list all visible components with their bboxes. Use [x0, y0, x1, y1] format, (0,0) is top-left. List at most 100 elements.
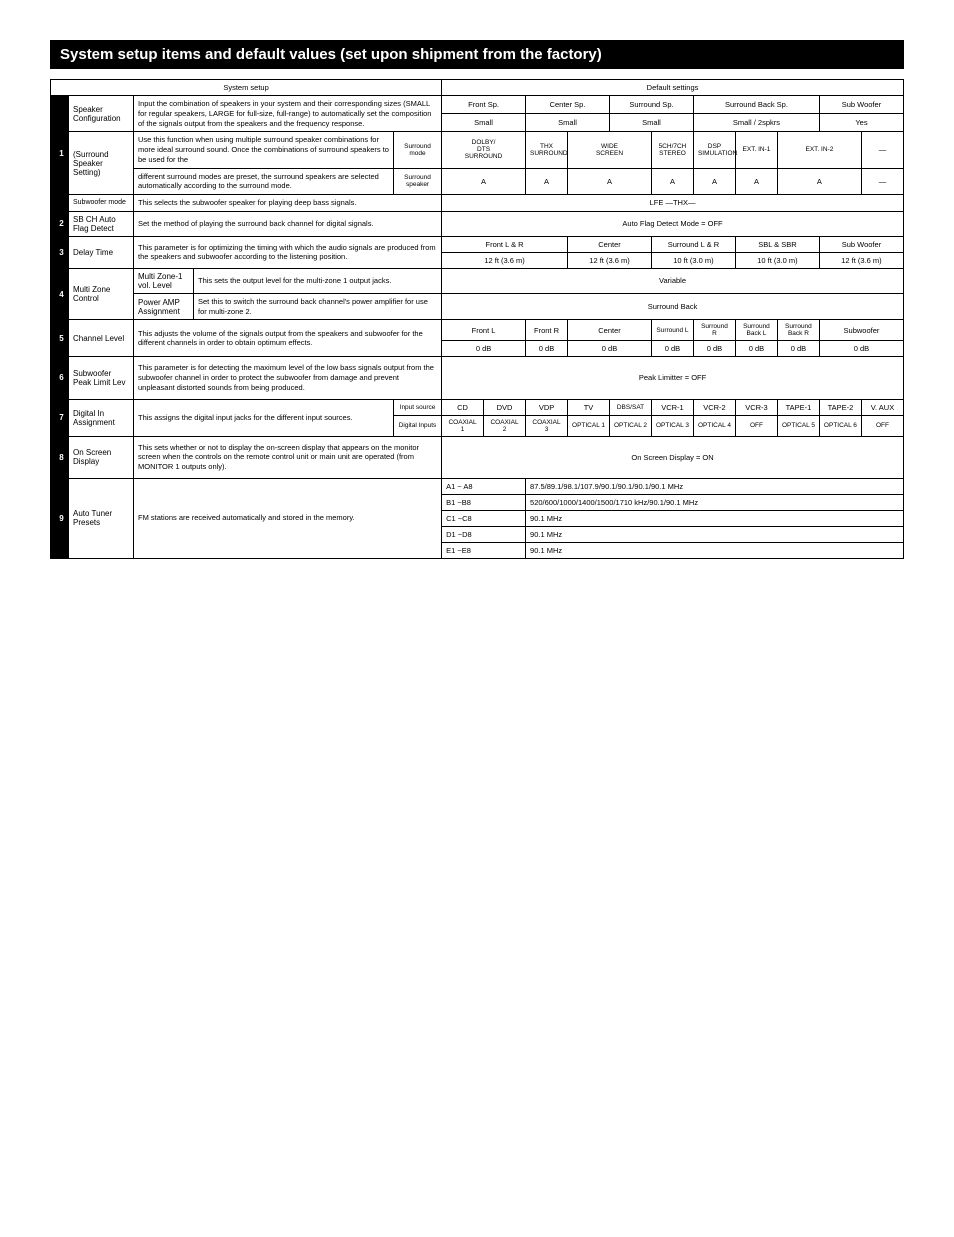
- r6-desc: This parameter is for detecting the maxi…: [134, 357, 442, 399]
- row-num-1: 1: [51, 96, 69, 212]
- header-system: System setup: [51, 80, 442, 96]
- r7-h8: TAPE-1: [777, 399, 819, 415]
- r1s-h1: DOLBY/ DTS SURROUND: [442, 132, 526, 168]
- r7-h4: DBS/SAT: [610, 399, 652, 415]
- r7-v2: COAXIAL 3: [526, 415, 568, 436]
- r1s-a2: A: [526, 168, 568, 195]
- r1-h4: Surround Back Sp.: [693, 96, 819, 114]
- r3-h1: Front L & R: [442, 236, 568, 252]
- r1s-h4: 5CH/7CH STEREO: [651, 132, 693, 168]
- r9-v4: 90.1 MHz: [526, 542, 904, 558]
- r3-desc: This parameter is for optimizing the tim…: [134, 236, 442, 268]
- r1s-a6: A: [735, 168, 777, 195]
- r3-h2: Center: [568, 236, 652, 252]
- r8-desc: This sets whether or not to display the …: [134, 436, 442, 478]
- r7-v8: OPTICAL 5: [777, 415, 819, 436]
- r1-sub-desc2: different surround modes are preset, the…: [134, 168, 394, 195]
- r1-h2: Center Sp.: [526, 96, 610, 114]
- r9-v1: 520/600/1000/1400/1500/1710 kHz/90.1/90.…: [526, 494, 904, 510]
- r3-v3: 10 ft (3.0 m): [651, 252, 735, 268]
- r1s-a7: A: [777, 168, 861, 195]
- r7-h3: TV: [568, 399, 610, 415]
- r9-k4: E1 ~E8: [442, 542, 526, 558]
- row-num-3: 3: [51, 236, 69, 268]
- r1-v5: Yes: [819, 114, 903, 132]
- r5-v7: 0 dB: [777, 341, 819, 357]
- r6-val: Peak Limitter = OFF: [442, 357, 904, 399]
- r1-v4: Small / 2spkrs: [693, 114, 819, 132]
- r1-sub-mode1: Surround mode: [394, 132, 442, 168]
- r6-name: Subwoofer Peak Limit Lev: [69, 357, 134, 399]
- r7-h5: VCR-1: [651, 399, 693, 415]
- r5-h2: Front R: [526, 320, 568, 341]
- r4-b-val: Surround Back: [442, 293, 904, 320]
- r1-sub-desc1: Use this function when using multiple su…: [134, 132, 394, 168]
- r1-v2: Small: [526, 114, 610, 132]
- r3-h5: Sub Woofer: [819, 236, 903, 252]
- r7-m1: Input source: [394, 399, 442, 415]
- r5-v1: 0 dB: [442, 341, 526, 357]
- r4-name: Multi Zone Control: [69, 268, 134, 320]
- r7-v9: OPTICAL 6: [819, 415, 861, 436]
- r1s-h6: EXT. IN-1: [735, 132, 777, 168]
- r3-v2: 12 ft (3.6 m): [568, 252, 652, 268]
- r4-a-val: Variable: [442, 268, 904, 293]
- r9-v0: 87.5/89.1/98.1/107.9/90.1/90.1/90.1/90.1…: [526, 478, 904, 494]
- r1s-h5: DSP SIMULATION: [693, 132, 735, 168]
- r1s-h3: WIDE SCREEN: [568, 132, 652, 168]
- r8-val: On Screen Display = ON: [442, 436, 904, 478]
- r1-sw-name: Subwoofer mode: [69, 195, 134, 212]
- r1-sw-desc: This selects the subwoofer speaker for p…: [134, 195, 442, 212]
- r1s-h2: THX SURROUND: [526, 132, 568, 168]
- r1-sw-val: LFE —THX—: [442, 195, 904, 212]
- r5-h6: Surround Back L: [735, 320, 777, 341]
- r4-b-desc: Set this to switch the surround back cha…: [194, 293, 442, 320]
- r3-v5: 12 ft (3.6 m): [819, 252, 903, 268]
- r1-h1: Front Sp.: [442, 96, 526, 114]
- r5-v3: 0 dB: [568, 341, 652, 357]
- r5-v5: 0 dB: [693, 341, 735, 357]
- r9-k3: D1 ~D8: [442, 526, 526, 542]
- r1-name: Speaker Configuration: [69, 96, 134, 132]
- r1-sub-mode2: Surround speaker: [394, 168, 442, 195]
- r5-h1: Front L: [442, 320, 526, 341]
- r1s-dash: —: [861, 168, 903, 195]
- row-num-2: 2: [51, 211, 69, 236]
- r1-v3: Small: [610, 114, 694, 132]
- r8-name: On Screen Display: [69, 436, 134, 478]
- r2-desc: Set the method of playing the surround b…: [134, 211, 442, 236]
- r2-val: Auto Flag Detect Mode = OFF: [442, 211, 904, 236]
- r5-h4: Surround L: [651, 320, 693, 341]
- r7-h10: V. AUX: [861, 399, 903, 415]
- r3-h3: Surround L & R: [651, 236, 735, 252]
- r7-v1: COAXIAL 2: [484, 415, 526, 436]
- settings-table: System setup Default settings 1 Speaker …: [50, 79, 904, 559]
- r1-h5: Sub Woofer: [819, 96, 903, 114]
- r5-v4: 0 dB: [651, 341, 693, 357]
- r7-v4: OPTICAL 2: [610, 415, 652, 436]
- r5-h8: Subwoofer: [819, 320, 903, 341]
- r7-h9: TAPE-2: [819, 399, 861, 415]
- r1-sub-name: (Surround Speaker Setting): [69, 132, 134, 195]
- row-num-4: 4: [51, 268, 69, 320]
- row-num-5: 5: [51, 320, 69, 357]
- r7-desc: This assigns the digital input jacks for…: [134, 399, 394, 436]
- r9-desc: FM stations are received automatically a…: [134, 478, 442, 558]
- r1-v1: Small: [442, 114, 526, 132]
- r4-a-desc: This sets the output level for the multi…: [194, 268, 442, 293]
- r1s-h8: —: [861, 132, 903, 168]
- r7-h2: VDP: [526, 399, 568, 415]
- r9-v2: 90.1 MHz: [526, 510, 904, 526]
- r3-v1: 12 ft (3.6 m): [442, 252, 568, 268]
- r3-h4: SBL & SBR: [735, 236, 819, 252]
- row-num-9: 9: [51, 478, 69, 558]
- r7-h6: VCR-2: [693, 399, 735, 415]
- r9-name: Auto Tuner Presets: [69, 478, 134, 558]
- page-title: System setup items and default values (s…: [50, 40, 904, 69]
- r7-m2: Digital Inputs: [394, 415, 442, 436]
- r5-v8: 0 dB: [819, 341, 903, 357]
- r9-k1: B1 ~B8: [442, 494, 526, 510]
- r9-k2: C1 ~C8: [442, 510, 526, 526]
- r4-a-label: Multi Zone-1 vol. Level: [134, 268, 194, 293]
- r7-v10: OFF: [861, 415, 903, 436]
